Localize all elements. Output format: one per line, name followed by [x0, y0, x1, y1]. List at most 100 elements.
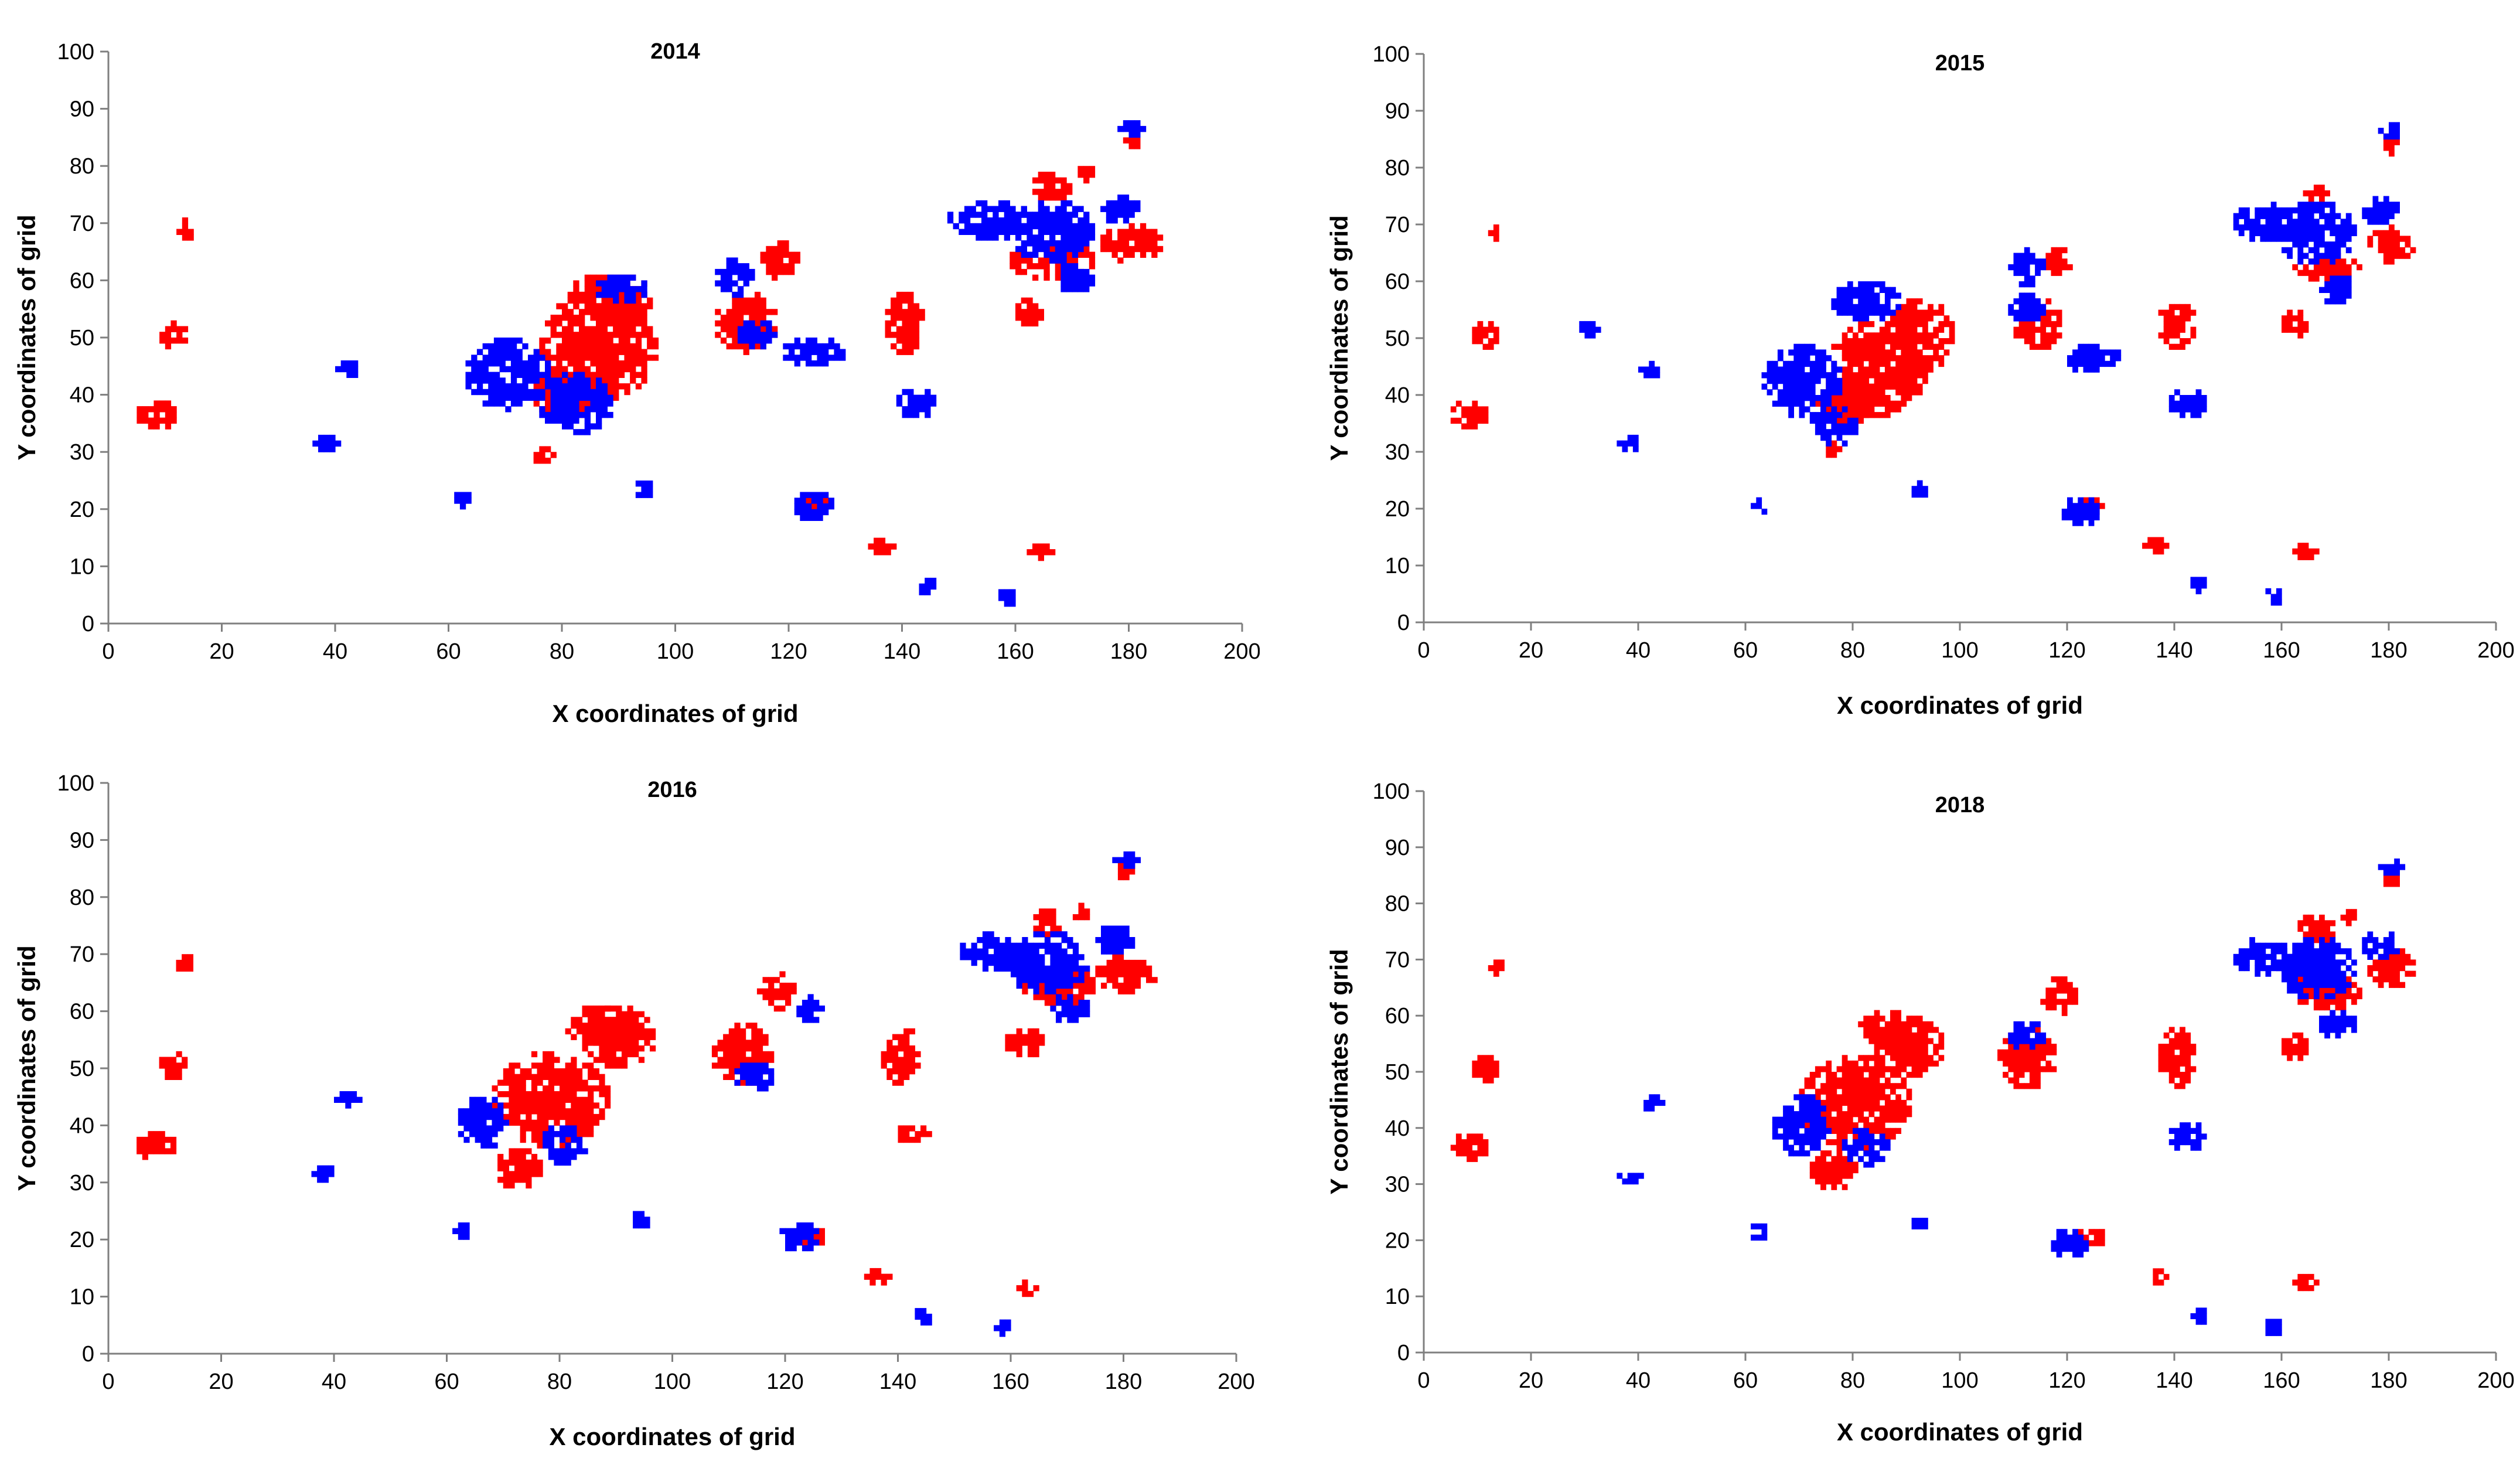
blue-cell: [785, 1234, 792, 1240]
blue-cell: [1836, 298, 1843, 305]
red-cell: [2008, 1049, 2014, 1055]
blue-cell: [925, 411, 931, 418]
red-cell: [2378, 241, 2384, 248]
red-cell: [582, 1096, 588, 1103]
red-cell: [1842, 412, 1848, 418]
red-cell: [2163, 1273, 2170, 1280]
red-cell: [543, 1108, 549, 1115]
blue-cell: [1853, 417, 1859, 424]
red-cell: [554, 1074, 560, 1080]
red-cell: [1906, 1032, 1912, 1039]
red-cell: [170, 1136, 177, 1143]
red-cell: [1477, 1060, 1484, 1067]
blue-cell: [2249, 230, 2255, 236]
red-cell: [2383, 881, 2389, 887]
red-cell: [630, 326, 636, 332]
blue-cell: [533, 394, 540, 401]
red-cell: [1868, 355, 1875, 362]
red-cell: [176, 959, 182, 966]
blue-cell: [807, 1239, 814, 1246]
blue-cell: [545, 372, 551, 378]
blue-cell: [560, 1159, 566, 1166]
blue-cell: [743, 320, 749, 327]
blue-cell: [1809, 1111, 1816, 1118]
blue-cell: [1895, 304, 1901, 311]
red-cell: [1089, 166, 1096, 172]
blue-cell: [1836, 292, 1843, 299]
red-cell: [582, 1028, 588, 1035]
blue-cell: [1004, 223, 1010, 230]
red-cell: [1820, 1088, 1826, 1095]
red-cell: [740, 1040, 746, 1046]
red-cell: [715, 320, 721, 327]
blue-cell: [499, 383, 506, 390]
red-cell: [723, 1034, 729, 1040]
red-cell: [2345, 914, 2352, 921]
blue-cell: [607, 280, 613, 287]
blue-cell: [1077, 223, 1084, 230]
red-cell: [537, 1113, 543, 1120]
red-cell: [1836, 1156, 1843, 1162]
blue-cell: [737, 268, 744, 275]
red-cell: [543, 1085, 549, 1092]
y-tick-label: 60: [70, 268, 94, 293]
blue-cell: [823, 355, 829, 361]
blue-cell: [480, 1142, 487, 1149]
blue-cell: [806, 349, 812, 355]
red-cell: [819, 1239, 825, 1246]
red-cell: [633, 1023, 639, 1029]
red-cell: [2024, 1060, 2030, 1067]
blue-cell: [802, 1245, 809, 1252]
red-cell: [2308, 914, 2314, 921]
red-cell: [2287, 1049, 2293, 1055]
red-cell: [1890, 366, 1896, 373]
red-cell: [789, 257, 795, 264]
red-cell: [2389, 976, 2395, 983]
blue-cell: [596, 400, 602, 407]
blue-cell: [762, 1079, 769, 1086]
blue-cell: [1022, 977, 1028, 983]
red-cell: [187, 229, 194, 235]
blue-cell: [2319, 224, 2325, 231]
grid-cells: [1450, 859, 2416, 1336]
blue-cell: [2335, 213, 2341, 219]
blue-cell: [2335, 292, 2341, 299]
red-cell: [1901, 355, 1907, 362]
blue-cell: [560, 1131, 566, 1137]
red-cell: [627, 1045, 633, 1052]
red-cell: [1858, 343, 1864, 350]
red-cell: [2185, 309, 2191, 316]
red-cell: [1874, 1094, 1880, 1101]
blue-cell: [819, 1005, 825, 1012]
red-cell: [723, 1062, 729, 1069]
blue-cell: [1055, 246, 1061, 253]
red-cell: [2335, 993, 2341, 1000]
red-cell: [754, 320, 761, 327]
red-cell: [2383, 965, 2389, 972]
red-cell: [2185, 1032, 2191, 1039]
red-cell: [2180, 321, 2185, 328]
blue-cell: [1044, 217, 1050, 224]
red-cell: [2072, 999, 2078, 1005]
red-cell: [1868, 349, 1875, 356]
blue-cell: [1879, 1144, 1885, 1151]
red-cell: [1129, 977, 1135, 983]
red-cell: [582, 1062, 588, 1069]
red-cell: [2180, 1083, 2185, 1089]
blue-cell: [1089, 234, 1096, 241]
red-cell: [2180, 326, 2185, 333]
red-cell: [885, 320, 891, 327]
blue-cell: [1032, 240, 1039, 247]
red-cell: [624, 389, 630, 396]
red-cell: [1879, 1122, 1885, 1129]
blue-cell: [1804, 349, 1810, 356]
red-cell: [1863, 1077, 1870, 1084]
red-cell: [621, 1040, 628, 1046]
blue-cell: [2088, 355, 2095, 362]
blue-cell: [545, 411, 551, 418]
blue-cell: [486, 1125, 493, 1132]
red-cell: [1874, 1055, 1880, 1061]
blue-cell: [737, 326, 744, 332]
red-cell: [2303, 1279, 2309, 1286]
blue-cell: [1836, 304, 1843, 311]
